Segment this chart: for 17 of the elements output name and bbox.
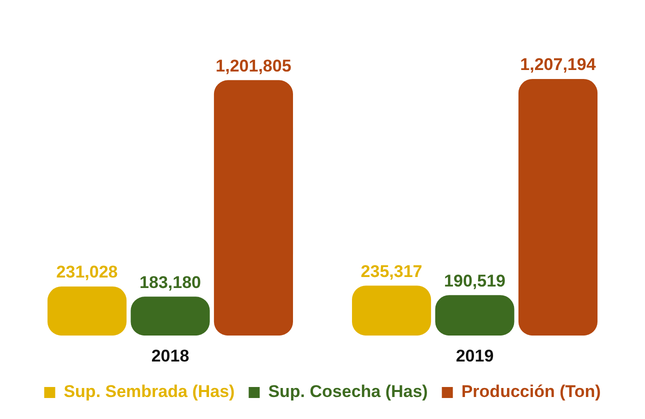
x-tick-label: 2019 bbox=[456, 346, 494, 366]
bar bbox=[47, 286, 127, 336]
x-tick-label: 2018 bbox=[151, 346, 190, 366]
data-label: 190,519 bbox=[444, 271, 506, 290]
data-label: 183,180 bbox=[140, 272, 201, 292]
bar bbox=[435, 295, 514, 336]
legend-label: Sup. Cosecha (Has) bbox=[268, 382, 428, 402]
bar bbox=[352, 286, 432, 336]
data-label: 1,207,194 bbox=[520, 55, 596, 74]
data-label: 231,028 bbox=[56, 262, 118, 282]
legend-label: Producción (Ton) bbox=[461, 382, 601, 402]
bar bbox=[130, 296, 210, 336]
bar bbox=[214, 80, 294, 336]
legend-label: Sup. Sembrada (Has) bbox=[64, 382, 235, 402]
bar bbox=[518, 78, 598, 336]
data-label: 235,317 bbox=[360, 262, 422, 281]
data-label: 1,201,805 bbox=[216, 56, 292, 76]
